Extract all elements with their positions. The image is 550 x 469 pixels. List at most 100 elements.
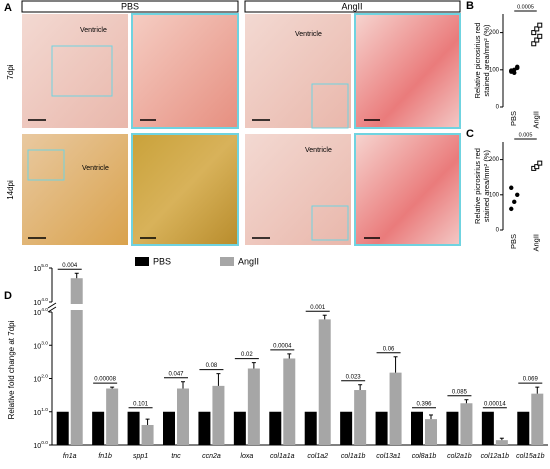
row-label: 14dpi	[6, 180, 15, 200]
panel-a: A PBS AngII 7dpi 14dpi Ventricle Ventric…	[4, 0, 461, 246]
bar	[141, 424, 154, 445]
tick-base: 10	[33, 443, 41, 450]
tick-exponent: 2.0	[41, 374, 48, 380]
p-value: 0.047	[168, 371, 184, 377]
legend-label: AngII	[238, 256, 259, 266]
bar	[531, 393, 544, 445]
bar	[495, 440, 508, 445]
point	[531, 41, 537, 47]
inset-box	[311, 205, 349, 241]
y-tick-label: 100	[489, 67, 500, 73]
y-tick-label: 103.0	[33, 341, 48, 351]
x-tick-label: col1a1b	[341, 453, 366, 460]
p-value: 0.02	[241, 352, 253, 358]
x-tick-label: spp1	[133, 453, 148, 460]
point	[515, 64, 520, 70]
tick-exponent: 5.0	[41, 263, 48, 269]
x-tick-label: col1a2	[307, 453, 328, 460]
x-tick-label: col13a1	[376, 453, 401, 460]
x-tick-label: col12a1b	[481, 453, 510, 460]
point	[537, 160, 543, 166]
bar-break	[69, 304, 84, 310]
bar	[283, 358, 296, 445]
bar	[127, 411, 140, 445]
y-tick-label: 0	[496, 105, 500, 111]
point	[537, 22, 543, 28]
inset-box	[27, 149, 65, 181]
y-tick-label: 0	[496, 228, 500, 234]
point	[509, 185, 514, 190]
bar	[212, 385, 225, 445]
micrograph-inset	[354, 133, 461, 246]
bar	[106, 388, 119, 445]
y-tick-label: 200	[489, 157, 500, 163]
bar	[481, 411, 494, 445]
y-axis-label: stained area/mm² (%)	[482, 149, 491, 222]
bar	[233, 411, 246, 445]
group-label: PBS	[121, 1, 139, 11]
annotation: Ventricle	[80, 27, 107, 34]
y-tick-label: 105.0	[33, 263, 48, 273]
tick-exponent: 3.0	[41, 341, 48, 347]
axis-break	[47, 302, 57, 309]
micrograph	[22, 14, 128, 128]
bar	[177, 388, 189, 445]
bar	[92, 411, 105, 445]
tick-base: 10	[33, 410, 41, 417]
micrograph-inset	[354, 13, 461, 129]
row-label: 7dpi	[6, 64, 15, 79]
x-tick-label: loxa	[240, 453, 253, 460]
panel-label: C	[466, 128, 474, 140]
y-tick-label: 100.0	[33, 440, 48, 450]
point	[512, 199, 517, 205]
point	[509, 68, 514, 73]
annotation: Ventricle	[305, 147, 332, 154]
point	[512, 70, 517, 75]
bar	[411, 411, 423, 445]
p-value: 0.005	[519, 132, 533, 138]
x-tick-label: col2a1b	[447, 453, 472, 460]
bar	[354, 390, 367, 445]
p-value: 0.101	[133, 401, 149, 407]
point	[531, 30, 537, 36]
legend-swatch	[135, 257, 149, 266]
p-value: 0.001	[310, 305, 326, 311]
x-tick-label: ccn2a	[202, 453, 221, 460]
p-value: 0.06	[383, 346, 395, 352]
micrograph-inset	[131, 13, 239, 129]
y-axis-label: stained area/mm² (%)	[482, 24, 491, 97]
panel-label: B	[466, 0, 474, 12]
micrograph	[245, 14, 351, 128]
legend-label: PBS	[153, 256, 171, 266]
x-tick-label: PBS	[509, 234, 518, 249]
point	[534, 164, 540, 170]
tick-base: 10	[33, 300, 41, 307]
y-tick-label: 100	[489, 192, 500, 198]
p-value: 0.069	[523, 377, 539, 383]
bar	[340, 411, 353, 445]
point	[515, 192, 520, 197]
p-value: 0.396	[416, 401, 432, 407]
tick-exponent: 0.0	[41, 440, 48, 446]
bar	[56, 411, 69, 445]
tick-base: 10	[33, 310, 41, 317]
point	[509, 206, 514, 212]
bar	[70, 278, 83, 445]
bar	[389, 372, 402, 445]
bar	[460, 403, 473, 445]
micrograph-inset	[131, 133, 239, 246]
x-tick-label: AngII	[532, 234, 541, 252]
p-value: 0.0005	[517, 4, 534, 10]
y-axis-label: Relative fold change at 7dpi	[7, 320, 16, 419]
x-tick-label: col8a1b	[412, 453, 437, 460]
bar	[318, 319, 331, 445]
p-value: 0.00008	[94, 377, 116, 383]
legend-swatch	[220, 257, 234, 266]
bar	[247, 368, 260, 445]
panel-label: D	[4, 290, 12, 302]
axis-break	[47, 306, 57, 313]
annotation: Ventricle	[82, 165, 109, 172]
p-value: 0.00014	[484, 401, 506, 407]
p-value: 0.085	[452, 389, 468, 395]
